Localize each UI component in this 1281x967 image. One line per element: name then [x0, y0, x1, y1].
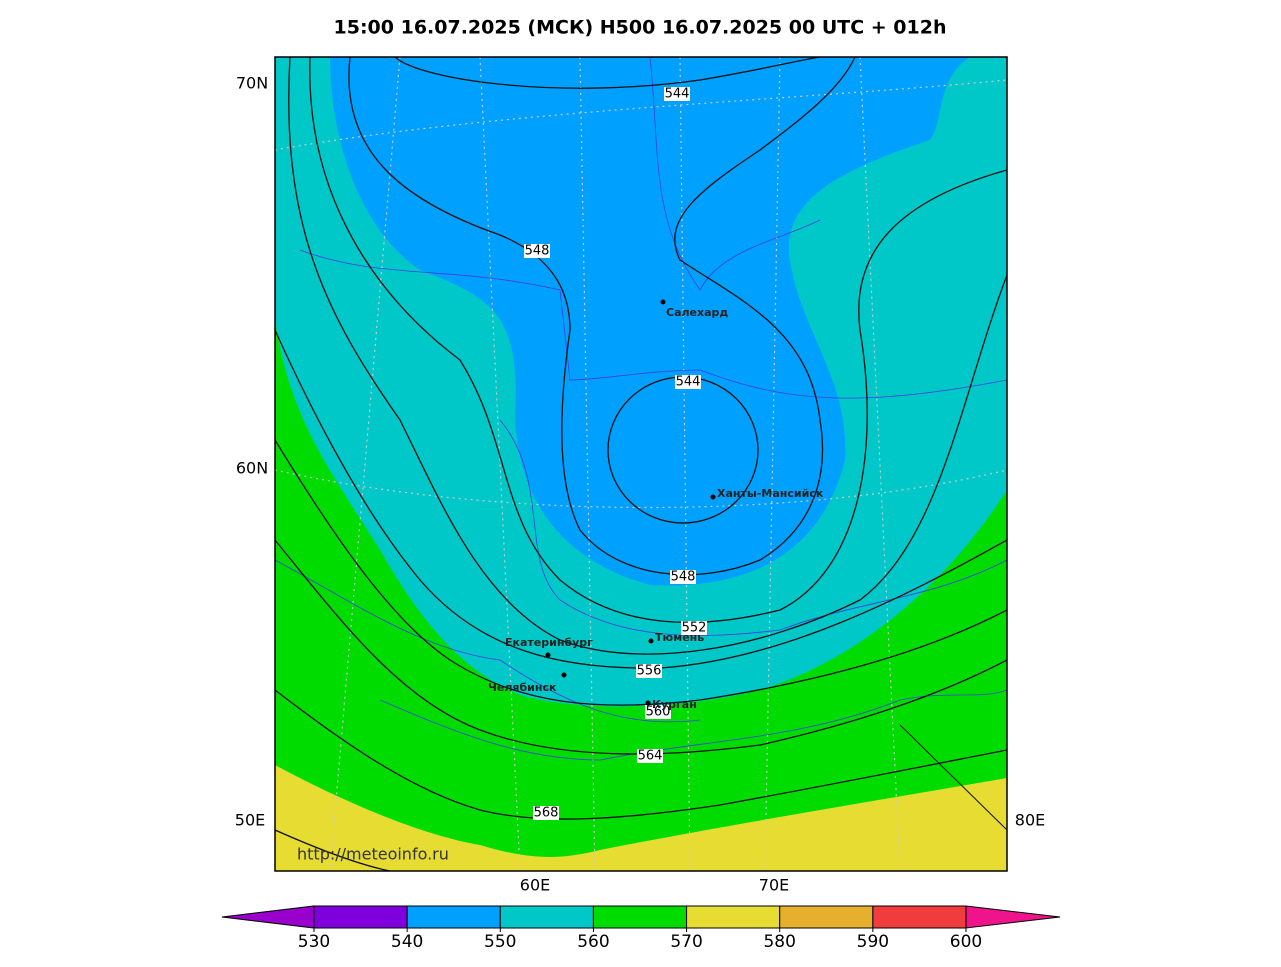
contour-label: 544 [665, 87, 690, 102]
city-dot [660, 299, 666, 305]
title: 15:00 16.07.2025 (МСК) H500 16.07.2025 0… [334, 17, 947, 39]
colorbar-segment [499, 905, 594, 929]
watermark: http://meteoinfo.ru [297, 845, 449, 864]
contour-label-bg [636, 664, 662, 678]
city-label: Ханты-Мансийск [717, 487, 824, 500]
contour-label: 568 [534, 806, 559, 821]
contour-label-bg [670, 570, 696, 584]
city-label: Екатеринбург [505, 636, 593, 649]
colorbar-extend-high [965, 905, 1061, 929]
colorbar: 530 540 550 560 570 580 590 600 [221, 905, 1061, 952]
fill-560-570 [275, 320, 1007, 871]
lat-label: 60N [236, 459, 268, 478]
contour-label-bg [675, 375, 701, 389]
colorbar-segment [592, 905, 688, 929]
contour-label-bg [524, 244, 550, 258]
contour-label: 560 [646, 705, 671, 720]
lon-label: 70E [759, 876, 789, 895]
colorbar-segment [686, 905, 781, 929]
city-dot [561, 672, 567, 678]
contour-label: 544 [676, 375, 701, 390]
city-label: Курган [652, 698, 697, 711]
city-dot [710, 494, 716, 500]
city-label: Тюмень [655, 631, 704, 644]
colorbar-segment [313, 905, 408, 929]
contour-label: 552 [682, 621, 707, 636]
map [275, 57, 1007, 871]
contour-label: 548 [525, 244, 550, 259]
colorbar-segment [872, 905, 967, 929]
colorbar-tick-label: 590 [857, 932, 889, 952]
contour-label-bg [664, 87, 690, 101]
city-dot [645, 700, 651, 706]
city-dot [648, 638, 654, 644]
contour-label: 564 [638, 749, 663, 764]
city-label: Челябинск [488, 681, 557, 694]
contour-label-bg [681, 621, 707, 635]
contour-label-bg [645, 705, 671, 719]
fill-570-580 [275, 765, 1007, 871]
contour-label: 548 [671, 570, 696, 585]
colorbar-segment [779, 905, 874, 929]
graticule [275, 57, 1007, 871]
colorbar-tick-label: 600 [950, 932, 982, 952]
colorbar-tick-label: 550 [484, 932, 516, 952]
city-dot [545, 652, 551, 658]
colorbar-tick-label: 580 [763, 932, 795, 952]
colorbar-tick-label: 540 [391, 932, 423, 952]
colorbar-extend-low [221, 905, 315, 929]
lon-label: 80E [1015, 811, 1045, 830]
lon-label: 60E [520, 876, 550, 895]
lon-label: 50E [235, 811, 265, 830]
contour-label-bg [533, 806, 559, 820]
lat-label: 70N [236, 74, 268, 93]
contour-label: 556 [637, 664, 662, 679]
map-frame [274, 56, 1008, 872]
colorbar-tick-label: 570 [670, 932, 702, 952]
contours [275, 57, 1007, 871]
contour-label-bg [637, 749, 663, 763]
colorbar-tick-label: 560 [577, 932, 609, 952]
fill-540-550 [330, 57, 970, 586]
city-label: Салехард [666, 306, 728, 319]
colorbar-segment [406, 905, 501, 929]
colorbar-tick-label: 530 [298, 932, 330, 952]
